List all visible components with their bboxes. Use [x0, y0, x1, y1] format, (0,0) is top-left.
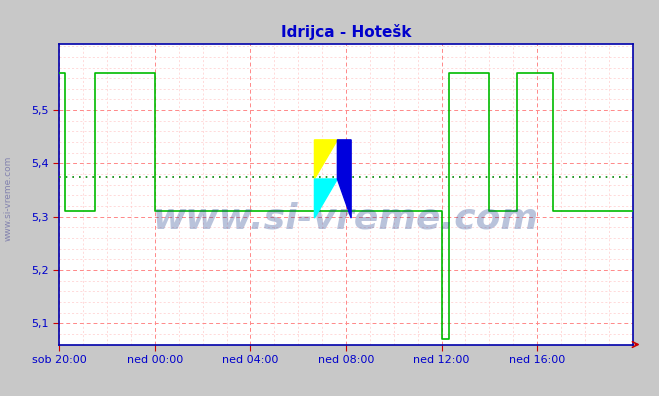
- Text: www.si-vreme.com: www.si-vreme.com: [3, 155, 13, 241]
- Title: Idrijca - Hotešk: Idrijca - Hotešk: [281, 24, 411, 40]
- Polygon shape: [314, 140, 337, 179]
- Text: www.si-vreme.com: www.si-vreme.com: [153, 201, 539, 235]
- Polygon shape: [314, 179, 337, 218]
- Polygon shape: [337, 140, 351, 218]
